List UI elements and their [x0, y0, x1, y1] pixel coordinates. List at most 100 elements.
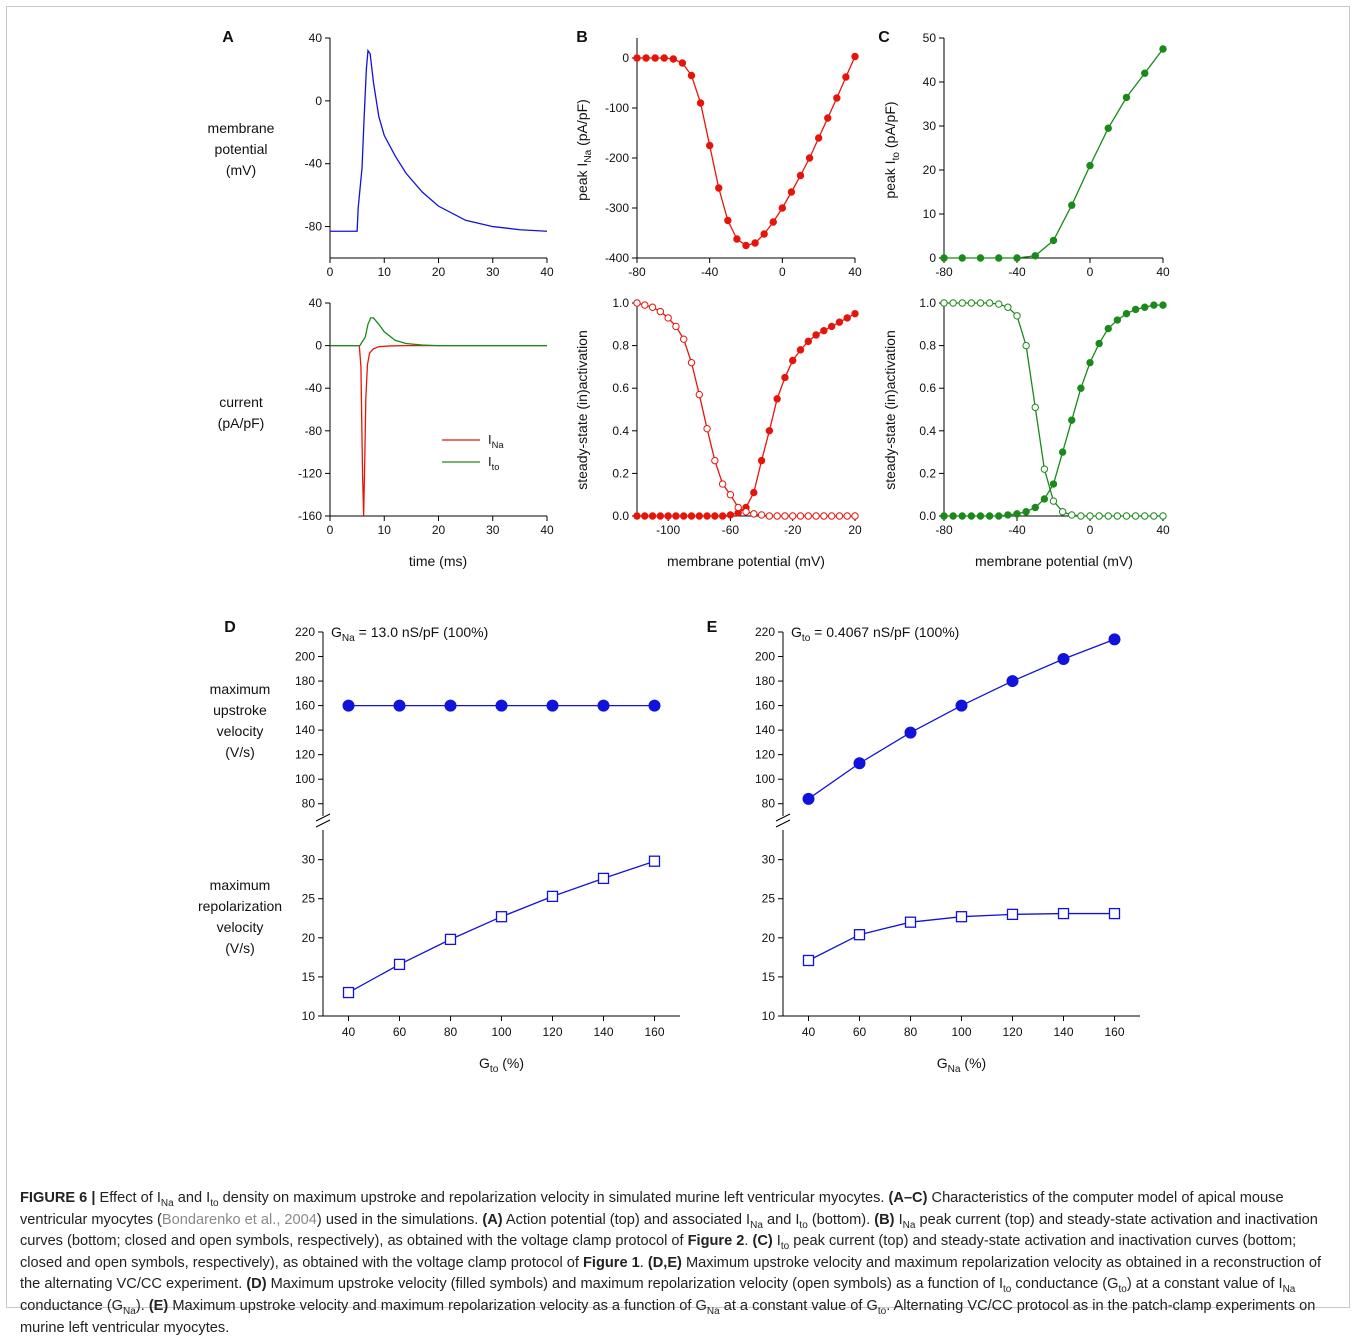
- b-bottom-y-tick-label: 0.2: [612, 466, 629, 480]
- E-lower-y-tick-label: 15: [762, 970, 776, 984]
- citation-link[interactable]: Bondarenko et al., 2004: [161, 1211, 317, 1228]
- b-bottom-inactivation-point: [835, 512, 844, 520]
- E-upstroke-line: [808, 638, 1115, 800]
- b-bottom-inactivation-point: [804, 512, 812, 520]
- caption-separator: |: [87, 1190, 100, 1206]
- b-bottom-x-tick-label: -60: [722, 523, 740, 537]
- a-top-ylabel: (mV): [226, 162, 256, 178]
- legend-ina-label: INa: [488, 432, 504, 450]
- c-bottom-inactivation-point: [1095, 512, 1103, 520]
- c-top-peak-ito-point: [1086, 161, 1094, 170]
- D-upstroke-point: [393, 699, 406, 712]
- b-top-peak-ina-point: [687, 71, 696, 80]
- c-top-peak-ito-point: [1159, 45, 1167, 53]
- E-upper-y-tick-label: 220: [755, 625, 775, 639]
- b-bottom-inactivation-point: [812, 512, 820, 520]
- c-top-y-tick-label: 0: [929, 251, 936, 265]
- c-bottom-activation-point: [967, 512, 976, 520]
- caption-label-e: (E): [148, 1297, 169, 1314]
- d-upstroke-ylabel: maximum: [210, 681, 271, 697]
- figure-frame: [6, 6, 1350, 1308]
- E-lower-y-tick-label: 25: [762, 892, 776, 906]
- c-bottom-activation-point: [1049, 480, 1058, 488]
- c-top-y-tick-label: 50: [923, 31, 937, 45]
- b-bottom-activation-point: [851, 309, 859, 318]
- D-x-tick-label: 160: [644, 1025, 664, 1039]
- c-bottom-y-tick-label: 1.0: [919, 296, 936, 310]
- b-bottom-inactivation-point: [781, 512, 789, 520]
- a-bottom-INa-line: [330, 344, 547, 517]
- b-bottom-activation-point: [680, 512, 688, 520]
- caption-label-d-e: (D,E): [647, 1254, 682, 1271]
- b-bottom-inactivation-point: [687, 358, 696, 367]
- c-bottom-inactivation-point: [1086, 512, 1094, 520]
- c-top-y-tick-label: 40: [923, 75, 937, 89]
- b-top-peak-ina-point: [696, 99, 705, 107]
- figure-1-link[interactable]: Figure 1: [582, 1254, 640, 1271]
- c-bottom-inactivation-point: [1049, 497, 1058, 505]
- E-x-tick-label: 160: [1104, 1025, 1124, 1039]
- E-repolarization-point: [904, 916, 917, 928]
- b-top-peak-ina-point: [824, 114, 832, 122]
- b-bottom-activation-point: [765, 427, 774, 435]
- figure-2-link[interactable]: Figure 2: [687, 1233, 745, 1250]
- D-repolarization-point: [495, 911, 508, 923]
- caption-text: Action potential (top) and associated IN…: [502, 1211, 875, 1231]
- E-upper-y-tick-label: 120: [755, 748, 775, 762]
- b-bottom-inactivation-point: [718, 480, 727, 488]
- b-top-peak-ina-point: [769, 218, 777, 226]
- c-bottom-x-tick-label: -80: [935, 523, 953, 537]
- a-bottom-y-tick-label: -120: [298, 466, 322, 480]
- c-bottom-inactivation-point: [940, 299, 948, 307]
- c-bottom-inactivation-point: [1150, 512, 1158, 520]
- b-top-peak-ina-point: [633, 54, 641, 62]
- e-annotation: Gto = 0.4067 nS/pF (100%): [791, 624, 959, 644]
- b-bottom-y-tick-label: 0.0: [612, 509, 629, 523]
- b-bottom-activation-point: [789, 356, 797, 365]
- E-upstroke-point: [1006, 675, 1019, 688]
- b-top-peak-ina-point: [842, 73, 850, 81]
- b-bottom-inactivation-point: [734, 503, 742, 512]
- b-bottom-inactivation-point: [664, 314, 672, 322]
- b-bottom-ylabel: steady-state (in)activation: [574, 330, 590, 490]
- c-top-peak-ito-point: [1141, 69, 1149, 77]
- c-top-peak-ito-point: [995, 254, 1003, 262]
- c-bottom-activation-point: [958, 512, 966, 520]
- b-bottom-activation-point: [633, 512, 641, 520]
- D-upper-y-tick-label: 180: [295, 674, 315, 688]
- c-bottom-activation-point: [940, 512, 948, 520]
- D-axis-break: [315, 813, 331, 822]
- b-bottom-activation-point: [750, 488, 758, 497]
- c-bottom-activation-point: [1058, 448, 1067, 456]
- E-x-tick-label: 140: [1053, 1025, 1073, 1039]
- c-bottom-inactivation-point: [1113, 512, 1122, 520]
- D-upper-y-tick-label: 220: [295, 625, 315, 639]
- D-upper-y-tick-label: 140: [295, 723, 315, 737]
- D-lower-y-tick-label: 15: [302, 970, 316, 984]
- c-bottom-inactivation-point: [1058, 508, 1067, 516]
- caption-text: Maximum upstroke velocity and maximum re…: [20, 1297, 1316, 1336]
- b-bottom-inactivation-point: [648, 303, 657, 311]
- D-x-tick-label: 60: [393, 1025, 407, 1039]
- d-repolarization-ylabel: maximum: [210, 877, 271, 893]
- D-x-tick-label: 40: [342, 1025, 356, 1039]
- E-upper-y-tick-label: 160: [755, 699, 775, 713]
- a-top-y-tick-label: -40: [305, 157, 323, 171]
- c-top-peak-ito-point: [1122, 93, 1131, 102]
- c-bottom-activation-point: [1113, 316, 1122, 324]
- c-bottom-activation-point: [985, 512, 994, 520]
- c-bottom-activation-point: [976, 512, 985, 520]
- E-lower-y-tick-label: 30: [762, 853, 776, 867]
- a-bottom-x-tick-label: 0: [327, 523, 334, 537]
- b-top-peak-ina-point: [642, 54, 650, 62]
- panel-label-b: B: [576, 29, 588, 46]
- b-bottom-inactivation-point: [656, 307, 665, 316]
- D-repolarization-point: [597, 872, 610, 885]
- D-repolarization-point: [546, 890, 559, 903]
- D-upper-y-tick-label: 200: [295, 650, 315, 664]
- b-bottom-y-tick-label: 0.6: [612, 381, 629, 395]
- E-repolarization-point: [1108, 907, 1121, 920]
- b-bottom-inactivation-point: [750, 510, 758, 518]
- b-top-ylabel: peak INa (pA/pF): [574, 99, 594, 201]
- D-x-tick-label: 80: [444, 1025, 458, 1039]
